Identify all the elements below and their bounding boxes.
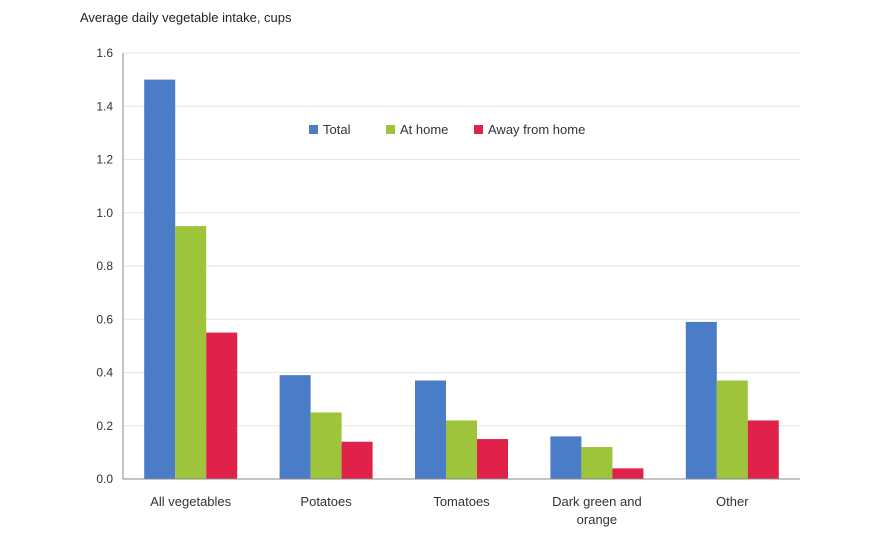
bar-away-from-home bbox=[206, 332, 238, 479]
bar-away-from-home bbox=[477, 439, 508, 479]
bar-at-home bbox=[175, 226, 207, 479]
y-tick-label: 1.2 bbox=[96, 153, 113, 167]
y-tick-label: 0.6 bbox=[96, 312, 113, 326]
y-axis-label: Average daily vegetable intake, cups bbox=[80, 10, 292, 25]
legend-label: Total bbox=[323, 122, 351, 137]
axes bbox=[122, 53, 800, 480]
x-tick-label: Dark green and bbox=[552, 494, 642, 509]
x-tick-label: Potatoes bbox=[300, 494, 352, 509]
legend: Total At home Away from home bbox=[309, 122, 585, 137]
x-tick-labels: All vegetables Potatoes Tomatoes Dark green… bbox=[150, 494, 749, 527]
x-tick-label: Tomatoes bbox=[433, 494, 490, 509]
legend-label: Away from home bbox=[488, 122, 585, 137]
bar-away-from-home bbox=[612, 468, 644, 479]
y-tick-label: 1.0 bbox=[96, 206, 113, 220]
bar-away-from-home bbox=[341, 441, 373, 479]
bar-total bbox=[550, 436, 582, 479]
bar-at-home bbox=[581, 447, 613, 479]
x-tick-label: Other bbox=[716, 494, 749, 509]
y-tick-label: 0.8 bbox=[96, 259, 113, 273]
bar-total bbox=[279, 375, 311, 479]
bar-at-home bbox=[310, 412, 342, 479]
bar-at-home bbox=[446, 420, 477, 479]
x-tick-label: orange bbox=[577, 512, 617, 527]
x-tick-label: All vegetables bbox=[150, 494, 231, 509]
y-tick-label: 0.4 bbox=[96, 366, 113, 380]
legend-swatch bbox=[474, 125, 483, 134]
y-tick-label: 1.4 bbox=[96, 99, 113, 113]
bar-total bbox=[144, 79, 176, 479]
bar-total bbox=[415, 380, 446, 479]
y-tick-labels: 0.0 0.2 0.4 0.6 0.8 1.0 1.2 1.4 1.6 bbox=[96, 46, 113, 486]
y-tick-label: 0.2 bbox=[96, 419, 113, 433]
y-tick-label: 1.6 bbox=[96, 46, 113, 60]
legend-label: At home bbox=[400, 122, 448, 137]
bars bbox=[144, 79, 779, 479]
legend-swatch bbox=[386, 125, 395, 134]
bar-at-home bbox=[716, 380, 748, 479]
bar-away-from-home bbox=[747, 420, 779, 479]
y-tick-label: 0.0 bbox=[96, 472, 113, 486]
legend-swatch bbox=[309, 125, 318, 134]
bar-total bbox=[685, 321, 717, 479]
